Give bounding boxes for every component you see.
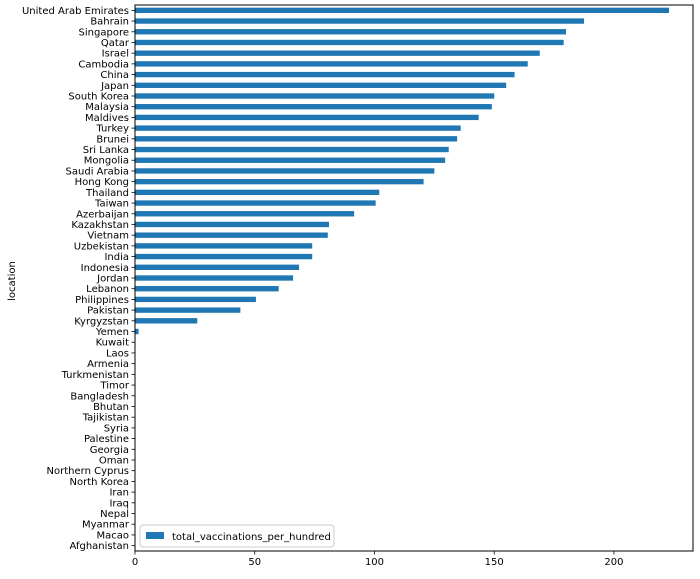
y-tick-label: Saudi Arabia [66,166,129,177]
y-tick-label: Turkmenistan [61,370,129,381]
y-tick-label: Brunei [96,134,129,145]
y-tick-label: Hong Kong [75,177,129,188]
bar-vietnam [135,232,328,238]
bar-kyrgyzstan [135,318,198,324]
y-tick-label: South Korea [68,92,129,103]
bar-malaysia [135,104,492,110]
bar-china [135,71,515,78]
y-tick-label: Japan [100,81,129,92]
bar-sri-lanka [135,146,449,153]
y-tick-label: Sri Lanka [83,145,129,156]
bar-singapore [135,29,567,35]
bar-united-arab-emirates [135,7,670,14]
y-tick-label: Bhutan [93,402,129,413]
bar-azerbaijan [135,211,355,217]
y-tick-label: Kyrgyzstan [74,316,129,327]
bar-brunei [135,136,458,142]
y-tick-label: Lebanon [86,284,129,295]
y-tick-label: Kuwait [96,338,129,349]
x-tick-label: 150 [485,557,504,568]
y-tick-label: Bahrain [90,17,129,28]
bar-lebanon [135,286,279,292]
bar-jordan [135,275,294,281]
y-tick-label: Afghanistan [69,541,129,552]
bar-india [135,253,313,260]
y-tick-label: Thailand [85,188,129,199]
y-tick-label: Macao [97,530,130,541]
y-tick-label: Armenia [87,359,129,370]
x-tick-labels: 0 50 100 150 200 [132,551,624,568]
y-tick-label: Laos [106,348,129,359]
y-tick-label: Israel [102,49,129,60]
bars-layer [135,7,670,335]
y-tick-label: Vietnam [87,231,129,242]
bar-cambodia [135,61,528,67]
y-tick-label: Philippines [75,295,129,306]
y-tick-label: Iran [109,488,129,499]
bar-taiwan [135,200,376,206]
bar-pakistan [135,307,241,313]
y-tick-label: Mongolia [84,156,129,167]
y-tick-label: Uzbekistan [74,241,129,252]
bar-bahrain [135,18,585,24]
y-tick-label: Turkey [95,124,129,135]
y-tick-label: Maldives [85,113,129,124]
bar-israel [135,50,540,56]
y-tick-label: Yemen [95,327,129,338]
bar-thailand [135,189,380,196]
y-axis-label: location [7,261,18,301]
y-tick-label: Cambodia [78,59,129,70]
bar-mongolia [135,157,446,163]
y-tick-label: Iraq [109,498,129,509]
bar-philippines [135,296,256,303]
y-tick-labels: United Arab EmiratesBahrainSingaporeQata… [22,6,135,552]
bar-kazakhstan [135,221,329,228]
y-tick-label: Pakistan [87,306,129,317]
y-tick-label: Qatar [101,38,130,49]
x-tick-label: 100 [365,557,384,568]
y-tick-label: Palestine [84,434,129,445]
bar-turkey [135,125,461,131]
y-tick-label: Oman [99,456,129,467]
y-tick-label: Azerbaijan [76,209,129,220]
bar-yemen [135,328,139,335]
bar-uzbekistan [135,243,313,249]
y-tick-label: Kazakhstan [71,220,129,231]
legend-label: total_vaccinations_per_hundred [172,532,331,543]
bar-indonesia [135,264,300,270]
y-tick-label: China [100,70,129,81]
y-tick-label: Myanmar [82,520,130,531]
y-tick-label: Georgia [90,445,129,456]
y-tick-label: Bangladesh [70,391,129,402]
bar-saudi-arabia [135,168,435,174]
y-tick-label: United Arab Emirates [22,6,129,17]
bar-south-korea [135,93,495,99]
legend-box [139,524,335,548]
y-tick-label: North Korea [70,477,130,488]
y-tick-label: Northern Cyprus [47,466,129,477]
bar-japan [135,82,507,88]
y-tick-label: Singapore [79,27,129,38]
legend: total_vaccinations_per_hundred [139,524,335,548]
y-tick-label: Tajikistan [82,413,129,424]
y-tick-label: India [104,252,129,263]
y-tick-label: Jordan [96,274,129,285]
legend-swatch [146,532,164,539]
y-tick-label: Syria [104,423,129,434]
bar-qatar [135,39,564,46]
x-tick-label: 50 [248,557,261,568]
x-tick-label: 0 [132,557,138,568]
y-tick-label: Malaysia [85,102,129,113]
y-tick-label: Indonesia [81,263,129,274]
y-tick-label: Timor [99,381,129,392]
bar-maldives [135,114,479,121]
y-tick-label: Taiwan [94,199,129,210]
y-tick-label: Nepal [100,509,129,520]
bar-hong-kong [135,178,424,185]
x-tick-label: 200 [604,557,623,568]
